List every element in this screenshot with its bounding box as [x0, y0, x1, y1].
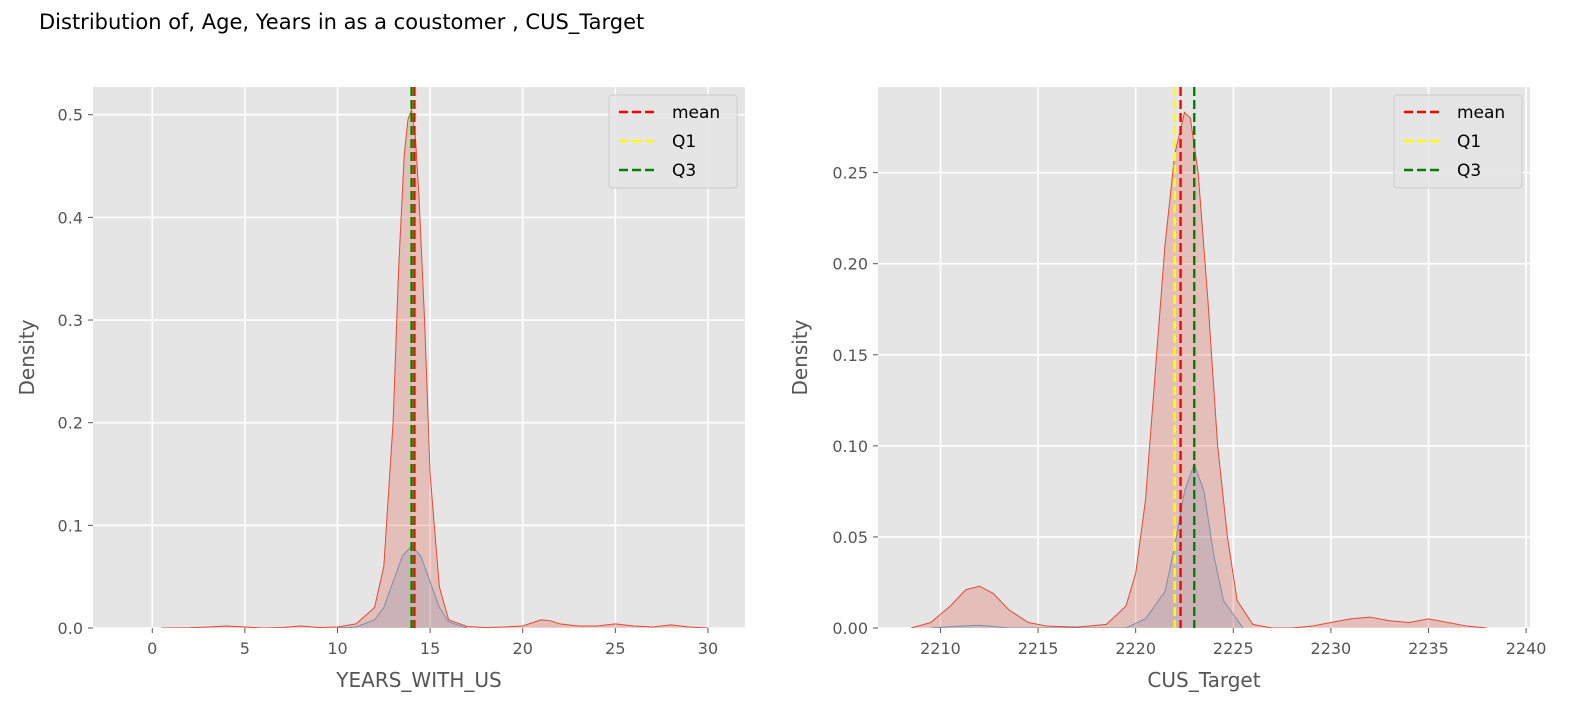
figure-title: Distribution of, Age, Years in as a cous… [39, 10, 645, 34]
legend-box [608, 94, 738, 189]
legend: mean Q1 Q3 [1393, 94, 1523, 189]
kde-fill-2 [337, 545, 468, 628]
legend-label-mean: mean [1457, 103, 1505, 123]
legend-box [1393, 94, 1523, 189]
y-tick-label: 0.00 [832, 619, 868, 638]
y-tick-label: 0.15 [832, 346, 868, 365]
kde-line-1 [161, 109, 708, 628]
legend-label-q1: Q1 [1457, 132, 1481, 152]
y-tick-label: 0.05 [832, 528, 868, 547]
y-axis-label: Density [788, 319, 812, 395]
x-tick-label: 2240 [1506, 639, 1547, 658]
subplot-2: 2210 2215 2220 2225 2230 2235 2240 0.00 0.05 0.10… [788, 87, 1546, 692]
x-tick-label: 2215 [1018, 639, 1059, 658]
y-tick-label: 0.5 [58, 106, 83, 125]
y-tick-label: 0.20 [832, 255, 868, 274]
y-tick-label: 0.0 [58, 619, 83, 638]
subplot-1: 0 5 10 15 20 25 30 0.0 0.1 0.2 0.3 0.4 0.5 YEARS_WITH… [15, 87, 745, 692]
kde-line-1 [911, 111, 1488, 628]
x-tick-label: 2220 [1115, 639, 1156, 658]
kde-line-2 [930, 462, 1244, 628]
x-tick-label: 20 [513, 639, 533, 658]
x-tick-label: 2225 [1213, 639, 1254, 658]
x-tick-label: 15 [420, 639, 440, 658]
x-tick-label: 2210 [920, 639, 961, 658]
legend: mean Q1 Q3 [608, 94, 738, 189]
y-axis-label: Density [15, 319, 39, 395]
y-tick-label: 0.4 [58, 208, 83, 227]
x-axis-label: CUS_Target [1147, 668, 1260, 692]
x-tick-label: 25 [605, 639, 625, 658]
kde-curves [161, 109, 708, 628]
y-tick-label: 0.1 [58, 516, 83, 535]
legend-label-q1: Q1 [672, 132, 696, 152]
y-tick-label: 0.10 [832, 437, 868, 456]
y-tick-label: 0.25 [832, 164, 868, 183]
x-axis-label: YEARS_WITH_US [335, 668, 501, 692]
x-tick-label: 0 [147, 639, 157, 658]
kde-fill-1 [911, 112, 1488, 628]
x-tick-label: 2235 [1408, 639, 1449, 658]
kde-line-2 [337, 545, 468, 628]
legend-label-q3: Q3 [1457, 161, 1481, 181]
x-tick-label: 10 [327, 639, 347, 658]
legend-label-q3: Q3 [672, 161, 696, 181]
x-tick-label: 2230 [1311, 639, 1352, 658]
y-tick-label: 0.3 [58, 311, 83, 330]
legend-label-mean: mean [672, 103, 720, 123]
x-tick-label: 5 [240, 639, 250, 658]
x-tick-label: 30 [698, 639, 718, 658]
y-tick-label: 0.2 [58, 414, 83, 433]
